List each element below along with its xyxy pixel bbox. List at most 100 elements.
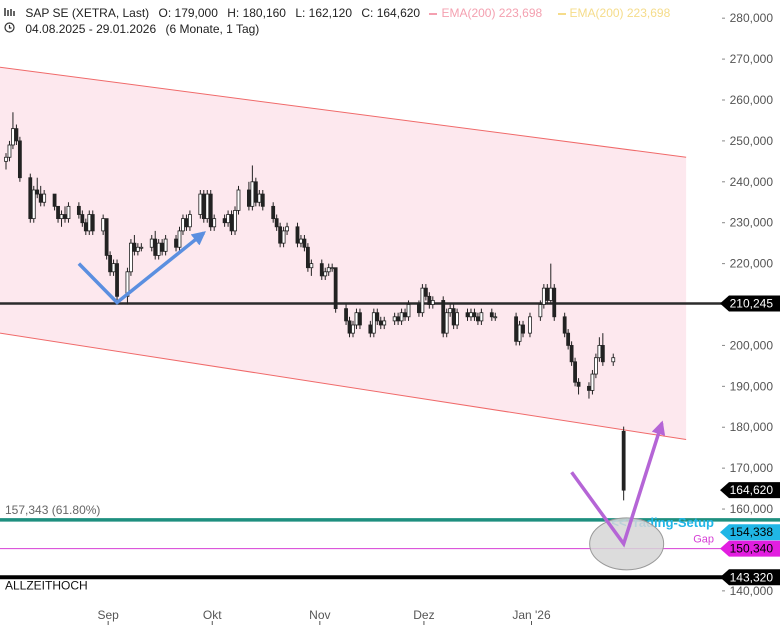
candle-body — [205, 193, 210, 220]
candle-body — [236, 189, 241, 211]
candle — [611, 353, 616, 366]
candle-body — [403, 312, 407, 318]
date-range: 04.08.2025 - 29.01.2026 — [25, 22, 157, 36]
candle-body — [17, 140, 22, 179]
candle — [403, 308, 407, 321]
candle-body — [181, 218, 185, 232]
candle — [326, 263, 331, 276]
candle-body — [38, 193, 43, 203]
candle — [566, 329, 571, 350]
candle-body — [451, 308, 456, 326]
candle-body — [354, 312, 359, 326]
candle — [4, 153, 8, 170]
clock-icon — [4, 22, 16, 36]
candle — [184, 214, 189, 231]
candle-body — [392, 316, 397, 322]
candle-body — [469, 312, 473, 318]
candle — [90, 210, 95, 235]
candle-body — [278, 226, 283, 244]
candle-body — [198, 193, 203, 215]
candle — [17, 136, 22, 182]
candle — [250, 165, 255, 211]
y-tick-label: 190,000 — [730, 379, 774, 393]
badge-label: 210,245 — [730, 297, 774, 311]
ema2-legend: EMA(200) 223,698 — [557, 6, 677, 20]
candle — [600, 333, 605, 366]
candle — [14, 124, 19, 145]
y-tick-label: 200,000 — [730, 338, 774, 352]
candle-body — [590, 373, 595, 391]
fib-label: 157,343 (61.80%) — [5, 503, 100, 517]
gap-label: Gap — [693, 534, 714, 546]
candle-body — [430, 300, 435, 305]
chart-header-row1: SAP SE (XETRA, Last) O: 179,000 H: 180,1… — [4, 6, 682, 20]
candle — [594, 353, 598, 379]
candle-body — [177, 230, 182, 248]
candle — [378, 316, 383, 330]
candle — [11, 112, 15, 150]
candle-body — [351, 324, 355, 334]
candle — [111, 259, 116, 276]
candle — [104, 218, 109, 260]
candle — [538, 300, 543, 321]
candle-body — [257, 193, 262, 203]
candle — [569, 341, 574, 366]
x-tick-label: Okt — [203, 608, 222, 622]
candle-body — [212, 218, 217, 228]
badge-label: 164,620 — [730, 483, 774, 497]
candle — [7, 140, 12, 162]
candle-body — [285, 226, 289, 232]
candle-body — [174, 238, 178, 248]
candle — [177, 226, 182, 252]
candle — [514, 312, 518, 346]
candle-body — [493, 316, 498, 319]
candle — [233, 206, 237, 235]
candle-body — [330, 267, 335, 270]
candle-body — [129, 242, 133, 273]
candle — [371, 308, 376, 338]
candle-body — [594, 357, 598, 375]
candle — [576, 378, 581, 395]
candle-body — [135, 246, 140, 252]
candle-body — [576, 381, 581, 387]
candle-body — [115, 263, 119, 297]
candle — [476, 312, 480, 325]
candle — [479, 308, 484, 325]
candle — [274, 214, 279, 231]
candle-body — [253, 181, 258, 203]
candle — [226, 210, 230, 227]
chart-type-icon[interactable] — [4, 6, 16, 20]
candle — [281, 226, 286, 248]
candle — [455, 308, 460, 330]
candle — [521, 320, 525, 338]
candle-body — [59, 214, 64, 220]
candle — [295, 222, 300, 248]
candle — [135, 243, 140, 256]
candle — [38, 185, 43, 207]
close-price-badge: 164,620 — [720, 482, 780, 499]
candle-body — [76, 205, 81, 215]
candle-body — [545, 287, 550, 301]
y-tick-label: 180,000 — [730, 420, 774, 434]
purple-v-arrow — [570, 420, 666, 548]
candle — [299, 234, 303, 248]
candle-body — [423, 287, 428, 297]
candle — [430, 296, 435, 309]
candle-body — [417, 304, 421, 314]
high-value: H: 180,160 — [227, 6, 286, 20]
y-tick-label: 260,000 — [730, 93, 774, 107]
candle — [156, 239, 161, 260]
candle — [444, 308, 449, 338]
candle-body — [260, 193, 265, 207]
candle — [448, 304, 453, 317]
candle-body — [479, 312, 484, 322]
candle-body — [427, 295, 432, 305]
candle — [31, 185, 36, 223]
candle-body — [188, 214, 192, 228]
candle — [115, 259, 119, 301]
ema1-legend: EMA(200) 223,698 — [429, 6, 548, 20]
candle — [541, 284, 546, 309]
y-tick-label: 230,000 — [730, 216, 774, 230]
candle — [87, 210, 92, 235]
